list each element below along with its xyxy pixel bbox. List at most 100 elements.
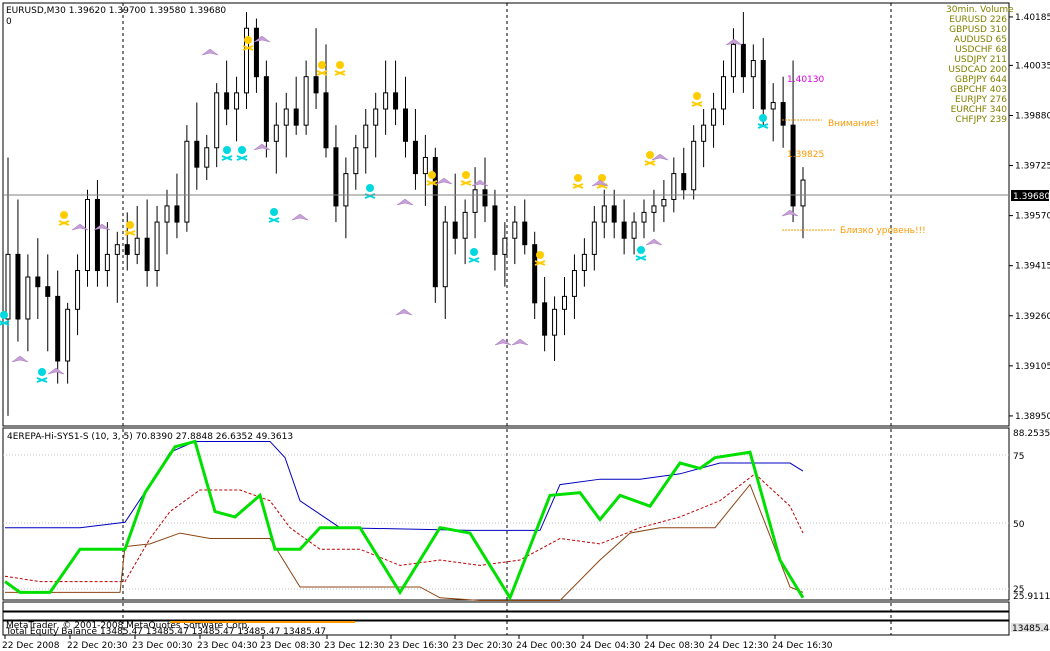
crossbones-icon	[644, 160, 656, 166]
candle-body	[273, 124, 279, 142]
candle-body	[25, 276, 31, 320]
crossbones-icon	[124, 230, 136, 236]
candle-body	[800, 179, 806, 207]
bird-icon	[511, 338, 529, 346]
candle-body	[492, 205, 498, 255]
candle-body	[691, 140, 697, 191]
skull-icon-cyan	[270, 208, 278, 216]
candle-body	[442, 221, 448, 288]
candle-body	[154, 221, 160, 272]
main-pane	[2, 2, 1010, 427]
skull-icon-cyan	[238, 146, 246, 154]
candle-body	[263, 76, 269, 142]
candle-body	[204, 147, 210, 168]
markers-group	[0, 35, 799, 383]
volume-item: EURCHF 340	[950, 105, 1007, 115]
skull-icon-yellow	[60, 211, 68, 219]
volume-item: GBPJPY 644	[955, 75, 1007, 85]
candle-body	[711, 108, 717, 126]
candle-body	[164, 205, 170, 223]
skull-icon-yellow	[693, 92, 701, 100]
candle-body	[562, 295, 567, 310]
candle-body	[482, 189, 488, 207]
crossbones-icon	[460, 180, 472, 186]
candle-body	[730, 43, 736, 78]
bird-icon	[494, 338, 512, 346]
candle-body	[701, 124, 707, 142]
equity-text: Total Equity Balance 13485.47 13485.47 1…	[5, 627, 326, 637]
candle-body	[35, 276, 41, 288]
time-tick-label: 23 Dec 00:30	[132, 641, 193, 651]
candle-body	[721, 76, 726, 110]
price-tick-label: 1.39570	[1015, 212, 1050, 222]
skull-icon-yellow	[646, 151, 654, 159]
crossbones-icon	[757, 123, 769, 129]
time-tick-label: 24 Dec 12:30	[708, 641, 769, 651]
price-tick-label: 1.38950	[1015, 412, 1050, 422]
time-tick-label: 24 Dec 08:30	[644, 641, 705, 651]
price-tick-label: 1.39105	[1015, 362, 1050, 372]
candle-body	[502, 237, 508, 255]
candle-body	[552, 308, 558, 336]
indicator-lines	[4, 439, 805, 602]
candle-body	[601, 205, 607, 223]
price-label-2: 1.39825	[787, 150, 824, 160]
candle-body	[373, 108, 379, 126]
bird-icon	[253, 143, 271, 151]
candle-body	[353, 147, 359, 175]
candle-body	[85, 198, 90, 272]
bird-icon	[291, 213, 309, 221]
candle-body	[65, 308, 71, 362]
candle-body	[144, 237, 150, 272]
crossbones-icon	[334, 70, 346, 76]
crossbones-icon	[268, 217, 280, 223]
bird-icon	[396, 198, 414, 206]
skull-icon-cyan	[470, 248, 478, 256]
current-price-box	[1011, 190, 1049, 201]
candle-body	[184, 140, 190, 223]
strip-pane-2	[2, 611, 1010, 621]
candle-body	[412, 140, 418, 175]
price-tick-label: 1.39725	[1015, 162, 1050, 172]
candle-body	[462, 211, 468, 239]
candle-body	[114, 244, 120, 255]
candles-group	[5, 12, 806, 416]
indicator-label: 4EREPA-Hi-SYS1-S (10, 3, 5) 70.8390 27.8…	[7, 432, 293, 442]
red-line	[4, 473, 804, 583]
candle-body	[522, 221, 528, 246]
candle-body	[224, 92, 230, 110]
volume-item: EURUSD 226	[949, 15, 1007, 25]
candle-body	[422, 156, 428, 175]
crossbones-icon	[0, 320, 10, 326]
volume-item: GBPUSD 310	[949, 25, 1007, 35]
candle-body	[571, 270, 577, 297]
candle-body	[403, 108, 408, 142]
candle-body	[790, 124, 796, 207]
candle-body	[194, 140, 200, 168]
volume-item: USDJPY 211	[954, 55, 1007, 65]
crossbones-icon	[468, 257, 480, 263]
candle-body	[363, 124, 369, 149]
candle-body	[45, 286, 51, 297]
bird-icon	[395, 308, 413, 316]
crossbones-icon	[221, 155, 233, 161]
bird-icon	[471, 179, 489, 187]
candle-body	[393, 92, 399, 110]
candle-body	[770, 102, 776, 110]
candle-body	[611, 205, 617, 223]
skull-icon-cyan	[366, 184, 374, 192]
skull-icon-cyan	[223, 146, 231, 154]
skull-icon-yellow	[536, 251, 544, 259]
candle-body	[661, 198, 667, 207]
volume-item: USDCAD 200	[948, 65, 1007, 75]
candle-body	[383, 92, 389, 110]
skull-icon-cyan	[759, 114, 767, 122]
strip-pane-1	[2, 601, 1010, 612]
candle-body	[174, 205, 180, 223]
candle-body	[651, 205, 657, 213]
copyright-text: MetaTrader, © 2001-2008 MetaQuotes Softw…	[6, 621, 250, 631]
bird-icon	[781, 209, 799, 217]
crossbones-icon	[635, 255, 647, 261]
candle-body	[303, 76, 309, 126]
